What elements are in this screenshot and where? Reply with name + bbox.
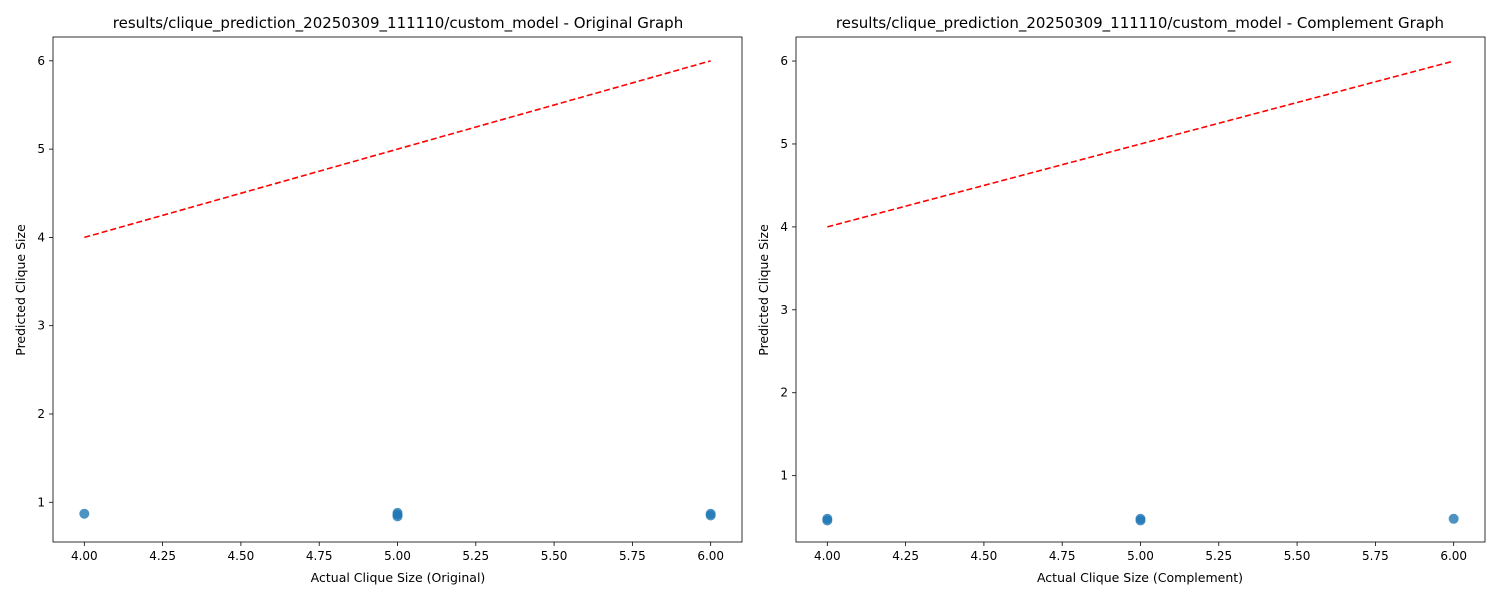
complement-graph-panel: results/clique_prediction_20250309_11111…	[756, 14, 1486, 585]
x-tick-label: 6.00	[697, 549, 724, 563]
y-axis-ticks: 1 2 3 4 5 6	[37, 54, 53, 509]
x-tick-label: 4.75	[306, 549, 333, 563]
x-tick-label: 5.25	[462, 549, 489, 563]
y-tick-label: 1	[37, 495, 45, 509]
chart-title: results/clique_prediction_20250309_11111…	[113, 14, 683, 33]
scatter-point	[1135, 513, 1146, 524]
y-tick-label: 5	[780, 137, 788, 151]
y-tick-label: 4	[37, 230, 45, 244]
scatter-point	[822, 513, 833, 524]
y-axis-ticks: 1 2 3 4 5 6	[780, 54, 796, 483]
y-tick-label: 3	[780, 303, 788, 317]
x-tick-label: 5.75	[619, 549, 646, 563]
x-axis-ticks: 4.00 4.25 4.50 4.75 5.00 5.25 5.50 5.75 6.00	[71, 542, 724, 563]
x-tick-label: 5.50	[541, 549, 568, 563]
original-graph-panel: results/clique_prediction_20250309_11111…	[13, 14, 743, 585]
scatter-point	[705, 508, 716, 519]
x-tick-label: 4.25	[149, 549, 176, 563]
x-tick-label: 5.75	[1362, 549, 1389, 563]
y-tick-label: 5	[37, 142, 45, 156]
y-tick-label: 2	[780, 386, 788, 400]
x-tick-label: 4.50	[971, 549, 998, 563]
x-axis-label: Actual Clique Size (Complement)	[1037, 570, 1243, 585]
x-tick-label: 5.00	[384, 549, 411, 563]
y-axis-label: Predicted Clique Size	[756, 224, 771, 356]
x-tick-label: 4.25	[892, 549, 919, 563]
x-tick-label: 5.00	[1127, 549, 1154, 563]
x-tick-label: 5.25	[1205, 549, 1232, 563]
data-marks	[822, 60, 1459, 526]
data-marks	[79, 60, 716, 522]
scatter-point	[392, 507, 403, 518]
chart-title: results/clique_prediction_20250309_11111…	[836, 14, 1444, 33]
x-axis-ticks: 4.00 4.25 4.50 4.75 5.00 5.25 5.50 5.75 6.00	[814, 542, 1467, 563]
y-tick-label: 1	[780, 469, 788, 483]
y-tick-label: 4	[780, 220, 788, 234]
x-tick-label: 4.75	[1049, 549, 1076, 563]
y-tick-label: 6	[780, 54, 788, 68]
reference-line	[84, 60, 711, 239]
x-tick-label: 5.50	[1284, 549, 1311, 563]
y-tick-label: 3	[37, 319, 45, 333]
y-tick-label: 6	[37, 54, 45, 68]
scatter-point	[79, 508, 90, 519]
y-tick-label: 2	[37, 407, 45, 421]
scatter-point	[1448, 513, 1459, 524]
plot-area-frame	[795, 36, 1486, 543]
x-axis-label: Actual Clique Size (Original)	[311, 570, 486, 585]
y-axis-label: Predicted Clique Size	[13, 224, 28, 356]
x-tick-label: 4.00	[814, 549, 841, 563]
reference-line	[827, 60, 1454, 228]
x-tick-label: 4.00	[71, 549, 98, 563]
x-tick-label: 4.50	[228, 549, 255, 563]
x-tick-label: 6.00	[1440, 549, 1467, 563]
plot-area-frame	[52, 36, 743, 543]
